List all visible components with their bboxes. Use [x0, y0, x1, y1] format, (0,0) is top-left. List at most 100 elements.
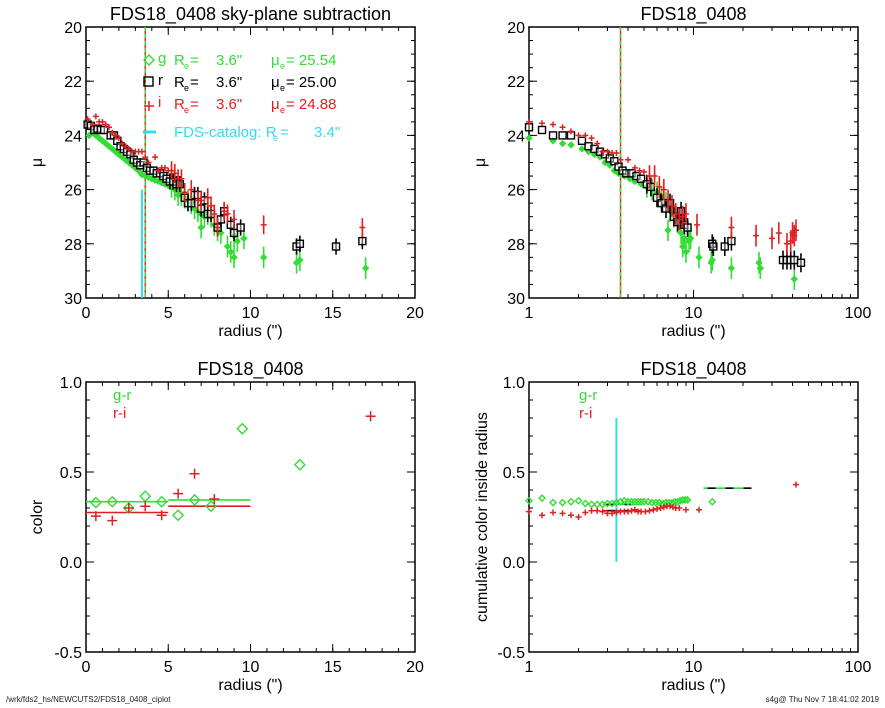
data-point-g-r — [581, 499, 590, 508]
data-point-g-r — [637, 497, 646, 506]
plot-frame — [528, 26, 859, 299]
data-point-r — [646, 182, 655, 192]
data-point-g — [227, 248, 235, 256]
data-point-g-r — [558, 498, 567, 507]
y-tick-label: 24 — [64, 128, 82, 145]
legend-mu-eq: = 25.00 — [286, 74, 336, 91]
data-point-r — [226, 220, 235, 230]
data-point-g-r — [681, 495, 690, 504]
data-point-r — [657, 198, 666, 208]
data-point-r-i — [582, 509, 589, 516]
x-tick-label: 15 — [324, 305, 342, 322]
legend-symbol-r — [143, 76, 154, 87]
data-point-i — [539, 120, 546, 127]
data-point-r-i — [594, 507, 601, 514]
data-point-g — [682, 248, 690, 256]
data-point-r-i — [657, 505, 664, 511]
panel-profile-log: FDS18_0408 1 10 100 20 22 24 26 28 30 radius (") μ — [472, 4, 871, 340]
data-point-i — [89, 121, 96, 128]
y-tick-label: 22 — [507, 74, 525, 91]
y-tick-label: 30 — [64, 291, 82, 308]
data-point-i — [693, 221, 700, 228]
data-point-r-i — [575, 514, 582, 520]
data-point-i — [211, 210, 218, 217]
data-point-r-i — [599, 508, 606, 515]
legend-band: i — [158, 94, 161, 111]
data-point-i — [142, 154, 149, 161]
data-point-r-i — [567, 512, 574, 519]
data-point-g — [223, 242, 232, 251]
data-point-i — [640, 168, 647, 175]
data-point-r-i — [156, 510, 167, 521]
data-point-g — [233, 237, 242, 245]
data-point-r — [665, 198, 675, 208]
data-point-i — [676, 216, 683, 223]
data-point-g-r — [188, 493, 201, 506]
data-point-g-r — [236, 422, 249, 435]
legend-catalog-label: FDS-catalog: R — [174, 124, 277, 141]
data-point-r — [548, 131, 558, 140]
data-point-i — [204, 194, 211, 201]
data-point-r-i — [642, 508, 649, 515]
x-tick-label: 100 — [845, 659, 872, 676]
y-tick-label: 1.0 — [60, 375, 82, 392]
chart-title: FDS18_0408 sky-plane subtraction — [110, 4, 391, 25]
legend-catalog-re: 3.4" — [314, 124, 340, 141]
data-point-g — [230, 253, 238, 262]
y-tick-label: 0.5 — [60, 465, 82, 482]
data-point-i — [122, 143, 129, 150]
data-point-i — [112, 132, 119, 139]
y-tick-label: 30 — [507, 291, 525, 308]
data-point-g — [296, 256, 304, 264]
data-point-g — [664, 226, 672, 234]
x-tick-label: 1 — [525, 659, 534, 676]
x-tick-label: 15 — [324, 659, 342, 676]
data-point-i — [775, 229, 782, 236]
data-point-g-r — [155, 495, 168, 508]
y-tick-label: 1.0 — [503, 375, 525, 392]
data-point-r-i — [625, 508, 632, 515]
data-point-r — [790, 255, 799, 265]
data-point-r — [652, 193, 662, 202]
data-point-r — [295, 239, 305, 249]
y-tick-label: -0.5 — [54, 645, 82, 662]
panel-color-cumulative: FDS18_0408 1 10 100 -0.5 0.0 0.5 1.0 radius (") c… — [474, 359, 871, 694]
data-point-r-i — [90, 511, 101, 522]
y-tick-label: 28 — [64, 237, 82, 254]
y-tick-label: 26 — [64, 183, 82, 200]
data-point-i — [138, 148, 145, 155]
x-tick-label: 0 — [82, 305, 91, 322]
legend-re-value: 3.6" — [216, 96, 242, 113]
y-tick-label: 0.0 — [503, 555, 525, 572]
data-point-r-i — [613, 509, 620, 516]
legend-mu-eq: = 24.88 — [286, 96, 336, 113]
x-tick-label: 10 — [685, 305, 703, 322]
data-point-g-r — [205, 500, 218, 513]
x-tick-label: 100 — [845, 305, 872, 322]
data-point-i — [575, 132, 582, 139]
legend-r-i: r-i — [113, 405, 126, 422]
data-point-r — [708, 239, 717, 249]
legend-re-label: R — [174, 52, 185, 69]
panel-color-linear: FDS18_0408 0 5 10 15 20 -0.5 0.0 0.5 1.0 radius ("… — [29, 359, 424, 694]
data-point-i — [119, 140, 126, 147]
data-point-r — [99, 125, 109, 135]
data-point-r-i — [609, 510, 616, 517]
legend-mu-label: μ — [271, 96, 280, 113]
data-point-r-i — [676, 505, 683, 511]
legend-re-label: R — [174, 74, 185, 91]
chart-title: FDS18_0408 — [640, 4, 746, 25]
data-point-g-r — [549, 498, 558, 507]
data-point-g — [708, 256, 716, 264]
legend-mu-eq: = 25.54 — [286, 52, 336, 69]
legend-sub-e: e — [184, 61, 189, 71]
x-axis-label: radius (") — [218, 677, 282, 694]
data-point-i — [588, 135, 595, 142]
data-point-i — [656, 183, 663, 190]
legend-symbol-g — [143, 54, 155, 66]
data-point-g — [727, 264, 736, 272]
x-tick-label: 0 — [82, 659, 91, 676]
data-point-r-i — [695, 506, 702, 513]
legend-mu-label: μ — [271, 52, 280, 69]
